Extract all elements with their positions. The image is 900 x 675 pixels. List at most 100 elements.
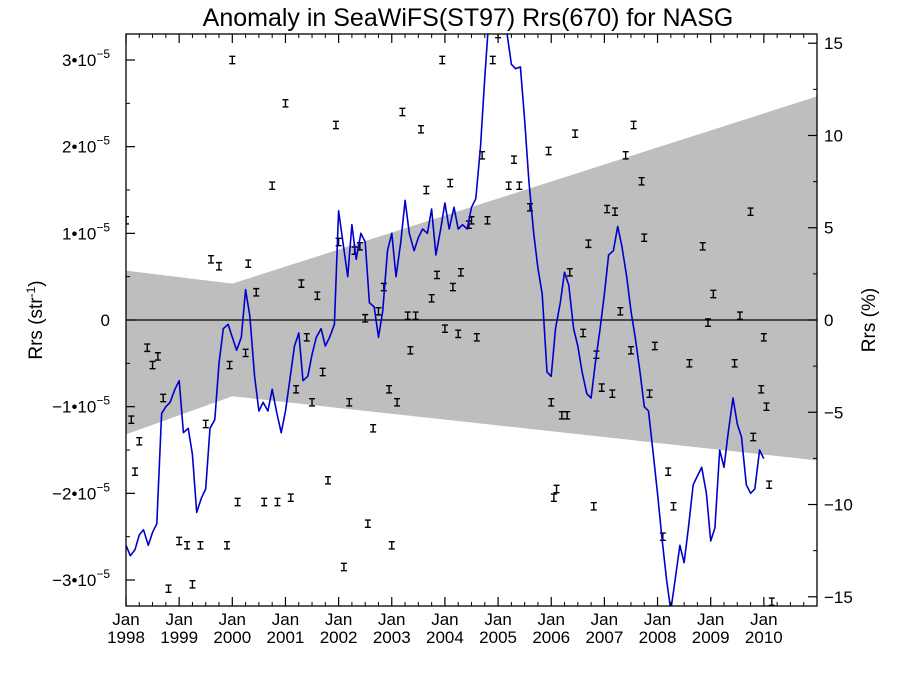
error-bar-47 bbox=[388, 540, 395, 550]
y-left-tick-exp-6: −5 bbox=[96, 567, 110, 581]
y-left-tick-label-2: 1•10−5 bbox=[62, 220, 110, 243]
y-left-tick-label-1: 2•10−5 bbox=[62, 134, 110, 157]
y-right-tick-label-1: 10 bbox=[824, 126, 843, 145]
error-bar-89 bbox=[612, 207, 619, 217]
error-bar-36 bbox=[335, 237, 342, 247]
error-bar-16 bbox=[223, 540, 230, 550]
y-left-tick-label-6: −3•10−5 bbox=[52, 567, 110, 590]
x-tick-month-6: Jan bbox=[431, 610, 458, 629]
y-left-tick-exp-5: −5 bbox=[96, 480, 110, 494]
error-bar-17 bbox=[226, 360, 233, 370]
chart-title: Anomaly in SeaWiFS(ST97) Rrs(670) for NA… bbox=[203, 4, 734, 32]
error-bar-37 bbox=[340, 562, 347, 572]
y-left-tick-exp-4: −5 bbox=[96, 394, 110, 408]
error-bar-97 bbox=[651, 341, 658, 351]
x-tick-year-7: 2005 bbox=[479, 628, 517, 647]
error-bar-113 bbox=[768, 597, 775, 606]
error-bar-4 bbox=[144, 343, 151, 353]
error-bar-56 bbox=[433, 270, 440, 280]
error-bar-34 bbox=[324, 475, 331, 485]
error-bar-13 bbox=[202, 419, 209, 429]
anomaly-line bbox=[126, 34, 765, 606]
error-bar-93 bbox=[630, 120, 637, 130]
x-tick-month-1: Jan bbox=[165, 610, 192, 629]
error-bar-72 bbox=[516, 181, 523, 191]
error-bar-107 bbox=[747, 207, 754, 217]
error-bar-110 bbox=[760, 332, 767, 342]
error-bar-62 bbox=[457, 267, 464, 277]
y-right-tick-label-3: 0 bbox=[824, 311, 833, 330]
error-bar-60 bbox=[449, 282, 456, 292]
x-tick-month-7: Jan bbox=[484, 610, 511, 629]
error-bar-27 bbox=[287, 493, 294, 503]
error-bar-46 bbox=[386, 384, 393, 394]
error-bar-104 bbox=[710, 289, 717, 299]
error-bar-71 bbox=[511, 155, 518, 165]
x-tick-month-2: Jan bbox=[219, 610, 246, 629]
error-bar-44 bbox=[375, 306, 382, 316]
error-bar-111 bbox=[763, 402, 770, 412]
y-left-tick-label-0: 3•10−5 bbox=[62, 47, 110, 70]
x-tick-year-10: 2008 bbox=[639, 628, 677, 647]
error-bar-10 bbox=[184, 540, 191, 550]
error-bar-11 bbox=[189, 579, 196, 589]
error-bar-0 bbox=[126, 215, 129, 225]
error-bar-112 bbox=[766, 480, 773, 490]
error-bar-61 bbox=[455, 329, 462, 339]
error-bar-102 bbox=[699, 241, 706, 251]
error-bar-51 bbox=[407, 345, 414, 355]
error-bar-35 bbox=[332, 120, 339, 130]
y-right-tick-label-6: −15 bbox=[824, 588, 853, 607]
error-bar-15 bbox=[216, 261, 223, 271]
x-tick-month-5: Jan bbox=[378, 610, 405, 629]
error-bar-79 bbox=[564, 410, 571, 420]
error-bar-21 bbox=[245, 259, 252, 269]
y-left-tick-label-3: 0 bbox=[101, 311, 110, 330]
error-bar-53 bbox=[418, 124, 425, 134]
x-tick-year-0: 1998 bbox=[107, 628, 145, 647]
y-left-tick-mantissa-3: 0 bbox=[101, 311, 110, 330]
error-bar-105 bbox=[731, 358, 738, 368]
error-bar-30 bbox=[303, 332, 310, 342]
y-left-tick-exp-0: −5 bbox=[96, 47, 110, 61]
error-bar-12 bbox=[197, 540, 204, 550]
error-bar-22 bbox=[253, 287, 260, 297]
error-bar-49 bbox=[399, 107, 406, 117]
error-bar-41 bbox=[362, 313, 369, 323]
error-bar-70 bbox=[505, 181, 512, 191]
error-bar-38 bbox=[346, 397, 353, 407]
error-bar-75 bbox=[548, 397, 555, 407]
error-bar-33 bbox=[319, 367, 326, 377]
y-left-tick-mantissa-4: −1•10 bbox=[52, 398, 96, 417]
error-bar-52 bbox=[412, 311, 419, 321]
error-bar-28 bbox=[293, 384, 300, 394]
error-bar-68 bbox=[489, 55, 496, 65]
error-bar-54 bbox=[423, 185, 430, 195]
error-bar-23 bbox=[261, 497, 268, 507]
x-tick-month-12: Jan bbox=[750, 610, 777, 629]
x-tick-year-4: 2002 bbox=[320, 628, 358, 647]
x-tick-year-9: 2007 bbox=[585, 628, 623, 647]
error-bar-5 bbox=[149, 360, 156, 370]
x-tick-year-6: 2004 bbox=[426, 628, 464, 647]
plot-area bbox=[126, 34, 817, 606]
y-left-tick-mantissa-1: 2•10 bbox=[62, 138, 96, 157]
x-tick-month-9: Jan bbox=[591, 610, 618, 629]
error-bar-59 bbox=[447, 178, 454, 188]
error-bar-99 bbox=[665, 467, 672, 477]
error-bar-50 bbox=[404, 311, 411, 321]
error-bar-3 bbox=[136, 436, 143, 446]
error-bar-95 bbox=[641, 233, 648, 243]
x-tick-month-3: Jan bbox=[272, 610, 299, 629]
error-bar-24 bbox=[269, 181, 276, 191]
error-bar-55 bbox=[428, 293, 435, 303]
error-bar-76 bbox=[550, 493, 557, 503]
error-bar-18 bbox=[229, 55, 236, 65]
error-bar-42 bbox=[364, 519, 371, 529]
y-axis-right-label: Rrs (%) bbox=[859, 288, 880, 352]
y-left-tick-exp-2: −5 bbox=[96, 220, 110, 234]
x-tick-month-11: Jan bbox=[697, 610, 724, 629]
y-left-tick-label-4: −1•10−5 bbox=[52, 394, 110, 417]
error-bar-14 bbox=[208, 254, 215, 264]
